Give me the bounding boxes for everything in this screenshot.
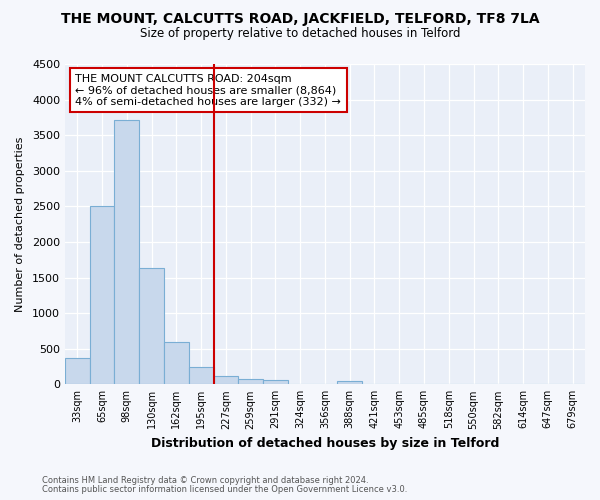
Bar [115,120,139,384]
Bar [263,380,288,384]
Text: THE MOUNT CALCUTTS ROAD: 204sqm
← 96% of detached houses are smaller (8,864)
4% : THE MOUNT CALCUTTS ROAD: 204sqm ← 96% of… [76,74,341,107]
Bar [189,367,214,384]
Text: Contains HM Land Registry data © Crown copyright and database right 2024.: Contains HM Land Registry data © Crown c… [42,476,368,485]
Bar [337,380,362,384]
Bar [164,342,189,384]
Bar [214,376,238,384]
Text: THE MOUNT, CALCUTTS ROAD, JACKFIELD, TELFORD, TF8 7LA: THE MOUNT, CALCUTTS ROAD, JACKFIELD, TEL… [61,12,539,26]
X-axis label: Distribution of detached houses by size in Telford: Distribution of detached houses by size … [151,437,499,450]
Bar [89,206,115,384]
Bar [139,268,164,384]
Text: Size of property relative to detached houses in Telford: Size of property relative to detached ho… [140,28,460,40]
Bar [238,378,263,384]
Y-axis label: Number of detached properties: Number of detached properties [15,136,25,312]
Bar [65,358,89,384]
Text: Contains public sector information licensed under the Open Government Licence v3: Contains public sector information licen… [42,485,407,494]
